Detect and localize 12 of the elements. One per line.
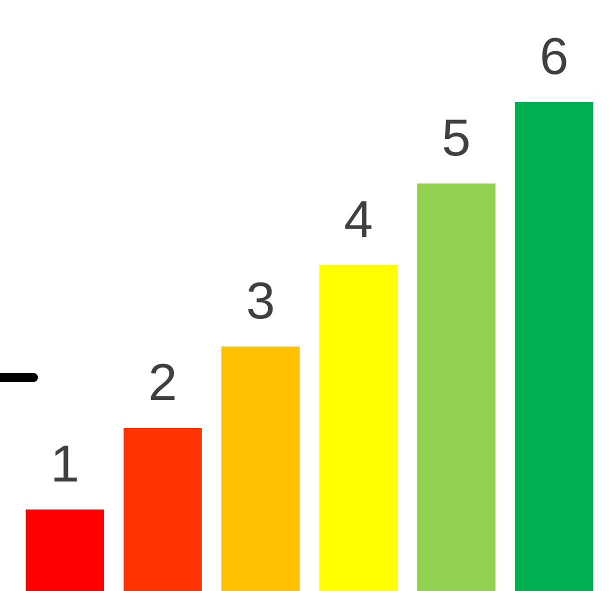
bar xyxy=(124,428,202,591)
bar xyxy=(319,265,398,591)
bar xyxy=(514,102,594,591)
data-label: 3 xyxy=(246,272,276,330)
bar xyxy=(417,184,496,591)
data-label: 1 xyxy=(50,436,80,494)
data-label: 5 xyxy=(442,110,471,168)
bar xyxy=(221,346,300,591)
data-label: 2 xyxy=(148,354,178,412)
bar xyxy=(26,510,104,591)
data-label: 4 xyxy=(344,191,373,249)
data-label: 6 xyxy=(540,28,569,86)
